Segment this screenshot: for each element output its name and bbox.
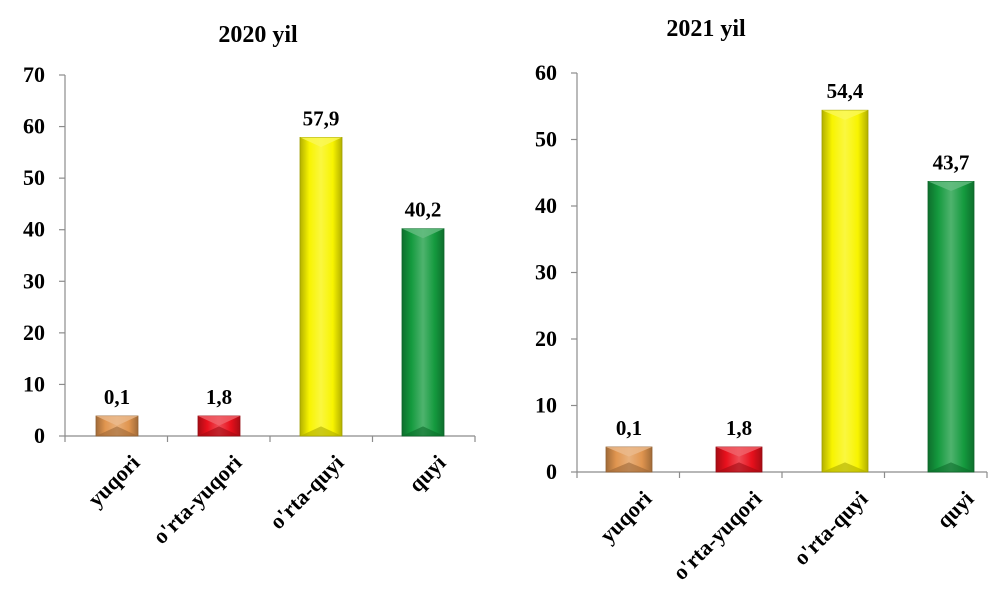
data-label: 0,1	[104, 385, 130, 409]
y-tick-label: 0	[546, 459, 557, 484]
chart-2020: 2020 yil 0 10 20 30 40 50 60 70 0,1 yuqori 1,8 o'rta…	[23, 22, 476, 549]
bar-o-rta-yuqori	[715, 446, 763, 473]
y-tick-label: 60	[23, 114, 45, 139]
data-label: 57,9	[303, 106, 340, 130]
chart-title: 2020 yil	[218, 22, 298, 48]
bar-quyi	[401, 228, 445, 437]
x-category-label: o'rta-yuqori	[148, 450, 247, 549]
y-tick-label: 20	[23, 320, 45, 345]
y-tick-label: 50	[535, 127, 557, 152]
y-tick-label: 40	[535, 193, 557, 218]
y-tick-label: 20	[535, 326, 557, 351]
x-category-label: yuqori	[595, 486, 657, 548]
data-label: 0,1	[616, 416, 642, 440]
chart-2021: 2021 yil 0 10 20 30 40 50 60 0,1 yuqori 1,8 o'rta-y…	[535, 16, 988, 585]
y-tick-label: 60	[535, 60, 557, 85]
bar-o-rta-quyi	[821, 109, 869, 473]
data-label: 54,4	[827, 79, 864, 103]
chart-title: 2021 yil	[666, 16, 746, 42]
bar-o-rta-quyi	[299, 137, 343, 437]
x-category-label: yuqori	[83, 450, 145, 512]
data-label: 43,7	[933, 150, 970, 174]
y-tick-label: 10	[23, 371, 45, 396]
y-tick-label: 50	[23, 165, 45, 190]
x-category-label: o'rta-quyi	[788, 486, 872, 570]
x-category-label: quyi	[403, 450, 450, 497]
data-label: 1,8	[206, 385, 232, 409]
data-label: 40,2	[405, 198, 442, 222]
y-tick-label: 40	[23, 217, 45, 242]
y-tick-label: 30	[535, 260, 557, 285]
x-category-label: quyi	[931, 486, 978, 533]
y-tick-label: 70	[23, 62, 45, 87]
y-tick-label: 0	[34, 423, 45, 448]
x-category-label: o'rta-quyi	[264, 450, 348, 534]
bar-yuqori	[605, 446, 653, 473]
data-label: 1,8	[726, 416, 752, 440]
bar-yuqori	[95, 415, 139, 437]
bar-o-rta-yuqori	[197, 415, 241, 437]
x-category-label: o'rta-yuqori	[668, 486, 767, 585]
y-tick-label: 10	[535, 393, 557, 418]
bar-quyi	[927, 180, 975, 473]
y-tick-label: 30	[23, 268, 45, 293]
